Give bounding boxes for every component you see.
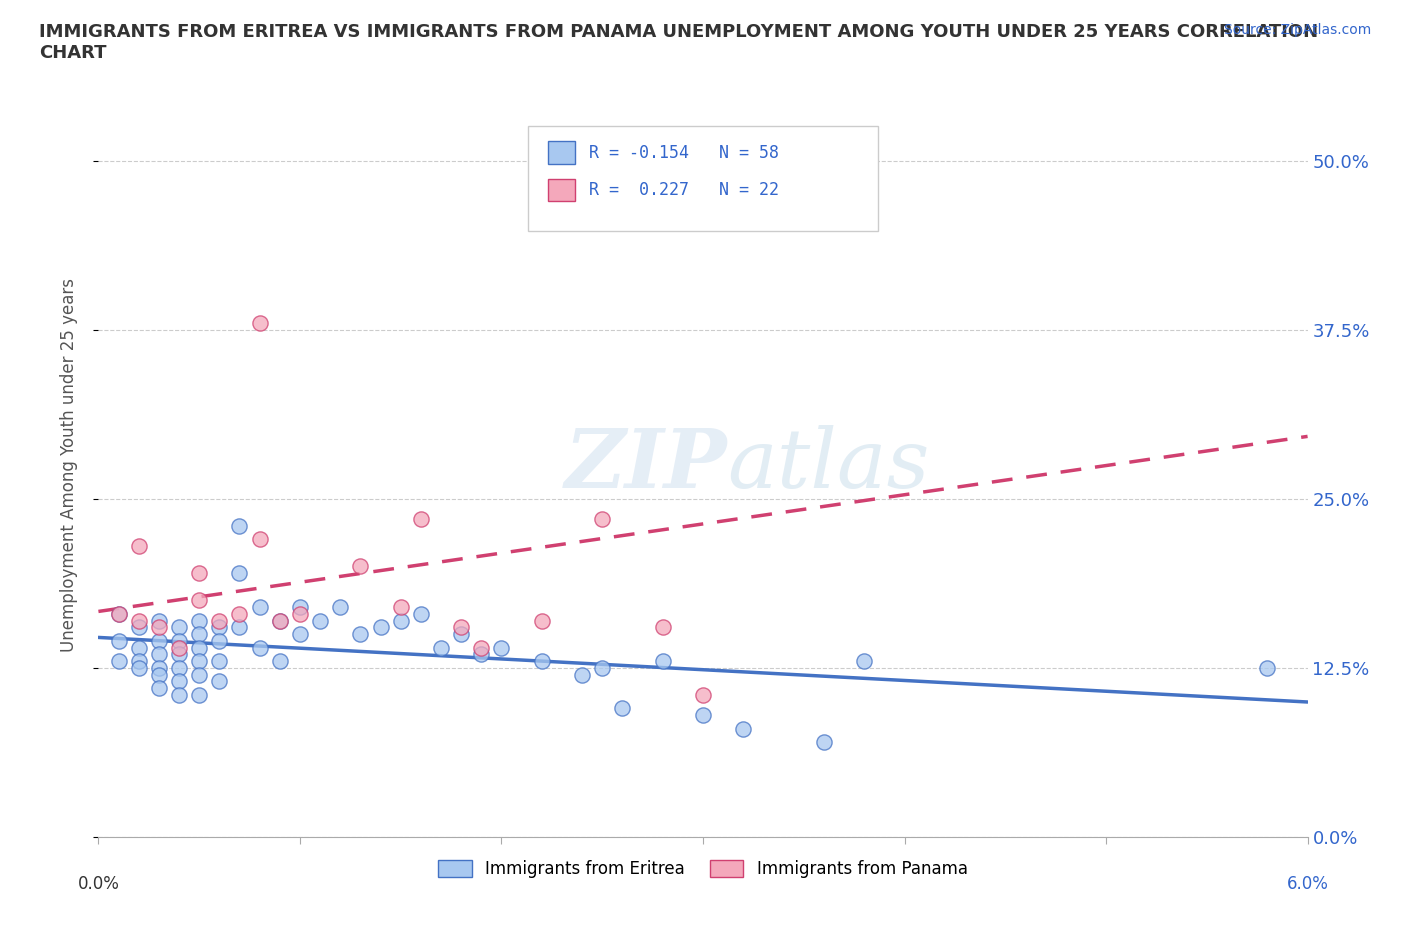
Point <box>128 654 150 669</box>
Point <box>470 647 492 662</box>
Text: ZIP: ZIP <box>565 425 727 505</box>
FancyBboxPatch shape <box>548 179 575 201</box>
Point <box>450 620 472 635</box>
FancyBboxPatch shape <box>527 126 879 231</box>
Point <box>409 606 432 621</box>
Point <box>148 667 170 682</box>
Point <box>208 674 231 689</box>
Point <box>208 613 231 628</box>
Point <box>389 600 412 615</box>
Text: R = -0.154   N = 58: R = -0.154 N = 58 <box>589 143 779 162</box>
Point <box>208 620 231 635</box>
Point <box>530 654 553 669</box>
Point <box>208 654 231 669</box>
Point <box>128 538 150 553</box>
Point <box>228 620 250 635</box>
Point <box>733 722 755 737</box>
Point <box>530 613 553 628</box>
Point <box>430 640 453 655</box>
Point <box>612 701 634 716</box>
Point <box>288 606 311 621</box>
Point <box>128 613 150 628</box>
Point <box>148 620 170 635</box>
Point <box>249 600 271 615</box>
Point <box>188 640 211 655</box>
Point <box>148 647 170 662</box>
Point <box>249 640 271 655</box>
Point <box>188 654 211 669</box>
Point <box>148 613 170 628</box>
Point <box>148 633 170 648</box>
Point <box>450 627 472 642</box>
Point <box>107 633 129 648</box>
Point <box>853 654 876 669</box>
Point <box>591 512 613 526</box>
Point <box>651 620 673 635</box>
Point <box>269 613 291 628</box>
Point <box>167 620 190 635</box>
Point <box>107 606 129 621</box>
Point <box>167 647 190 662</box>
Point <box>228 606 250 621</box>
Point <box>288 627 311 642</box>
Point <box>692 687 714 702</box>
Point <box>349 627 371 642</box>
Point <box>389 613 412 628</box>
Point <box>269 613 291 628</box>
Text: IMMIGRANTS FROM ERITREA VS IMMIGRANTS FROM PANAMA UNEMPLOYMENT AMONG YOUTH UNDER: IMMIGRANTS FROM ERITREA VS IMMIGRANTS FR… <box>39 23 1319 62</box>
Point <box>167 640 190 655</box>
Point <box>167 633 190 648</box>
Point <box>470 640 492 655</box>
Point <box>128 660 150 675</box>
Point <box>1256 660 1278 675</box>
Text: 0.0%: 0.0% <box>77 875 120 893</box>
Point <box>329 600 352 615</box>
Point <box>228 518 250 533</box>
Point <box>409 512 432 526</box>
Point <box>188 565 211 580</box>
Point <box>269 654 291 669</box>
Point <box>370 620 392 635</box>
Text: atlas: atlas <box>727 425 929 505</box>
Point <box>591 660 613 675</box>
Point <box>571 667 593 682</box>
Point <box>309 613 332 628</box>
Legend: Immigrants from Eritrea, Immigrants from Panama: Immigrants from Eritrea, Immigrants from… <box>432 853 974 884</box>
Text: Source: ZipAtlas.com: Source: ZipAtlas.com <box>1223 23 1371 37</box>
Point <box>813 735 835 750</box>
Point <box>692 708 714 723</box>
Point <box>228 565 250 580</box>
Point <box>188 592 211 607</box>
Point <box>167 687 190 702</box>
FancyBboxPatch shape <box>548 141 575 164</box>
Point <box>148 681 170 696</box>
Point <box>128 620 150 635</box>
Point <box>167 674 190 689</box>
Point <box>148 660 170 675</box>
Point <box>128 640 150 655</box>
Point <box>249 532 271 547</box>
Point <box>249 315 271 330</box>
Point <box>288 600 311 615</box>
Text: 6.0%: 6.0% <box>1286 875 1329 893</box>
Point <box>491 640 513 655</box>
Point <box>167 660 190 675</box>
Y-axis label: Unemployment Among Youth under 25 years: Unemployment Among Youth under 25 years <box>59 278 77 652</box>
Point <box>349 559 371 574</box>
Point <box>208 633 231 648</box>
Point <box>188 613 211 628</box>
Point <box>107 606 129 621</box>
Point <box>813 214 835 229</box>
Point <box>107 654 129 669</box>
Point <box>188 687 211 702</box>
Point <box>651 654 673 669</box>
Point <box>188 667 211 682</box>
Point <box>188 627 211 642</box>
Text: R =  0.227   N = 22: R = 0.227 N = 22 <box>589 180 779 199</box>
